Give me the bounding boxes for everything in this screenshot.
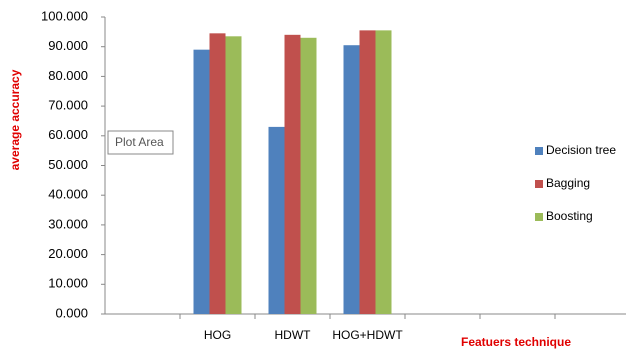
bar	[268, 126, 285, 314]
y-tick-label: 20.000	[48, 246, 88, 261]
y-tick-label: 10.000	[48, 276, 88, 291]
legend-label: Bagging	[546, 176, 590, 190]
y-tick-label: 0.000	[55, 305, 88, 320]
bar	[284, 34, 301, 314]
bar	[375, 30, 392, 315]
bar	[209, 33, 226, 315]
y-tick-label: 90.000	[48, 38, 88, 53]
y-tick-label: 50.000	[48, 157, 88, 172]
y-tick-label: 30.000	[48, 216, 88, 231]
y-tick-label: 70.000	[48, 98, 88, 113]
legend-swatch	[535, 213, 543, 221]
legend-swatch	[535, 147, 543, 155]
x-tick-label: HOG+HDWT	[332, 328, 403, 342]
legend-swatch	[535, 180, 543, 188]
x-tick-label: HDWT	[275, 328, 312, 342]
y-axis-title: average accuracy	[8, 69, 22, 170]
bar	[359, 30, 376, 315]
bar	[300, 37, 317, 314]
bar	[343, 45, 360, 315]
y-tick-label: 40.000	[48, 187, 88, 202]
legend-label: Boosting	[546, 209, 593, 223]
tooltip: Plot Area	[115, 135, 164, 149]
tooltip-box	[107, 130, 174, 155]
legend-label: Decision tree	[546, 143, 616, 157]
x-tick-label: HOG	[204, 328, 231, 342]
y-tick-label: 80.000	[48, 68, 88, 83]
y-tick-label: 60.000	[48, 127, 88, 142]
bar	[225, 36, 242, 315]
y-tick-label: 100.000	[41, 8, 88, 23]
x-axis-title: Featuers technique	[461, 335, 571, 349]
bar	[193, 49, 210, 315]
